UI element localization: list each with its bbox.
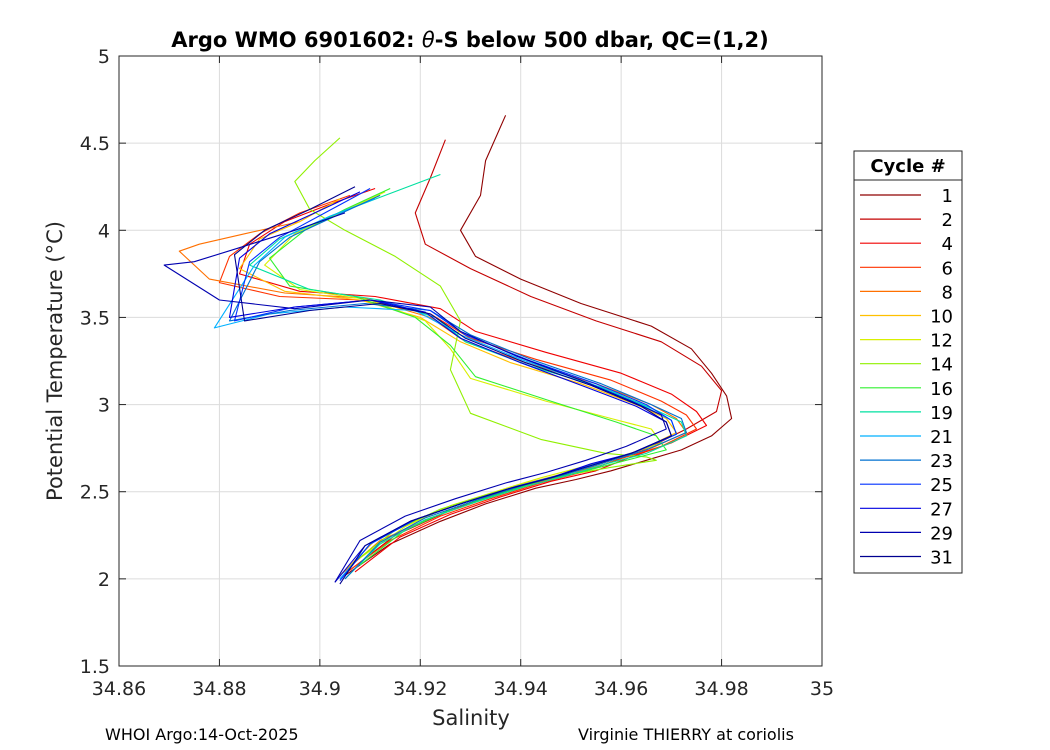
x-tick-label: 34.86 [92,678,146,700]
series-line-cycle-4 [238,187,708,573]
series-line-cycle-23 [228,194,687,580]
y-tick-label: 4 [98,220,110,242]
y-tick-label: 3.5 [80,307,110,329]
legend-label-cycle-2: 2 [942,210,953,231]
legend-label-cycle-25: 25 [930,475,953,496]
legend-box [853,150,963,574]
legend-label-cycle-6: 6 [942,258,953,279]
y-tick-label: 4.5 [80,133,110,155]
y-tick-label: 3 [98,395,110,417]
y-axis-label: Potential Temperature (°C) [43,221,67,501]
legend-label-cycle-27: 27 [930,499,953,520]
series-line-cycle-1 [344,115,733,576]
legend-label-cycle-21: 21 [930,427,953,448]
y-tick-label: 5 [98,46,110,68]
x-tick-label: 34.88 [192,678,246,700]
series-line-cycle-6 [218,194,698,575]
legend-label-cycle-23: 23 [930,451,953,472]
x-tick-label: 34.98 [694,678,748,700]
legend-label-cycle-10: 10 [930,307,953,328]
legend-label-cycle-8: 8 [942,282,953,303]
series-line-cycle-29 [163,212,667,583]
chart-title: Argo WMO 6901602: θ-S below 500 dbar, QC… [171,28,768,52]
footer-source: WHOI Argo:14-Oct-2025 [105,725,299,744]
y-tick-label: 2 [98,569,110,591]
legend-label-cycle-16: 16 [930,379,953,400]
x-tick-label: 35 [810,678,834,700]
legend-label-cycle-12: 12 [930,331,953,352]
legend-label-cycle-1: 1 [942,186,953,207]
legend-label-cycle-4: 4 [942,234,953,255]
x-tick-label: 34.96 [594,678,648,700]
x-axis-label: Salinity [432,706,510,730]
footer-author: Virginie THIERRY at coriolis [578,725,794,744]
legend-label-cycle-29: 29 [930,523,953,544]
plot-area [119,56,822,666]
legend-label-cycle-19: 19 [930,403,953,424]
series-line-cycle-19 [249,173,687,580]
legend-title: Cycle # [870,156,945,177]
series-layer [163,115,733,585]
plot-frame [118,55,823,667]
legend-label-cycle-31: 31 [930,548,953,569]
x-tick-label: 34.92 [393,678,447,700]
x-tick-label: 34.9 [299,678,341,700]
series-line-cycle-31 [233,186,672,585]
legend-label-cycle-14: 14 [930,355,953,376]
y-tick-label: 2.5 [80,482,110,504]
axis-ticks: 34.86 34.88 34.9 34.92 34.94 34.96 34.98 351.52… [80,46,834,700]
y-tick-label: 1.5 [80,656,110,678]
x-tick-label: 34.94 [494,678,548,700]
series-line-cycle-16 [269,188,667,566]
